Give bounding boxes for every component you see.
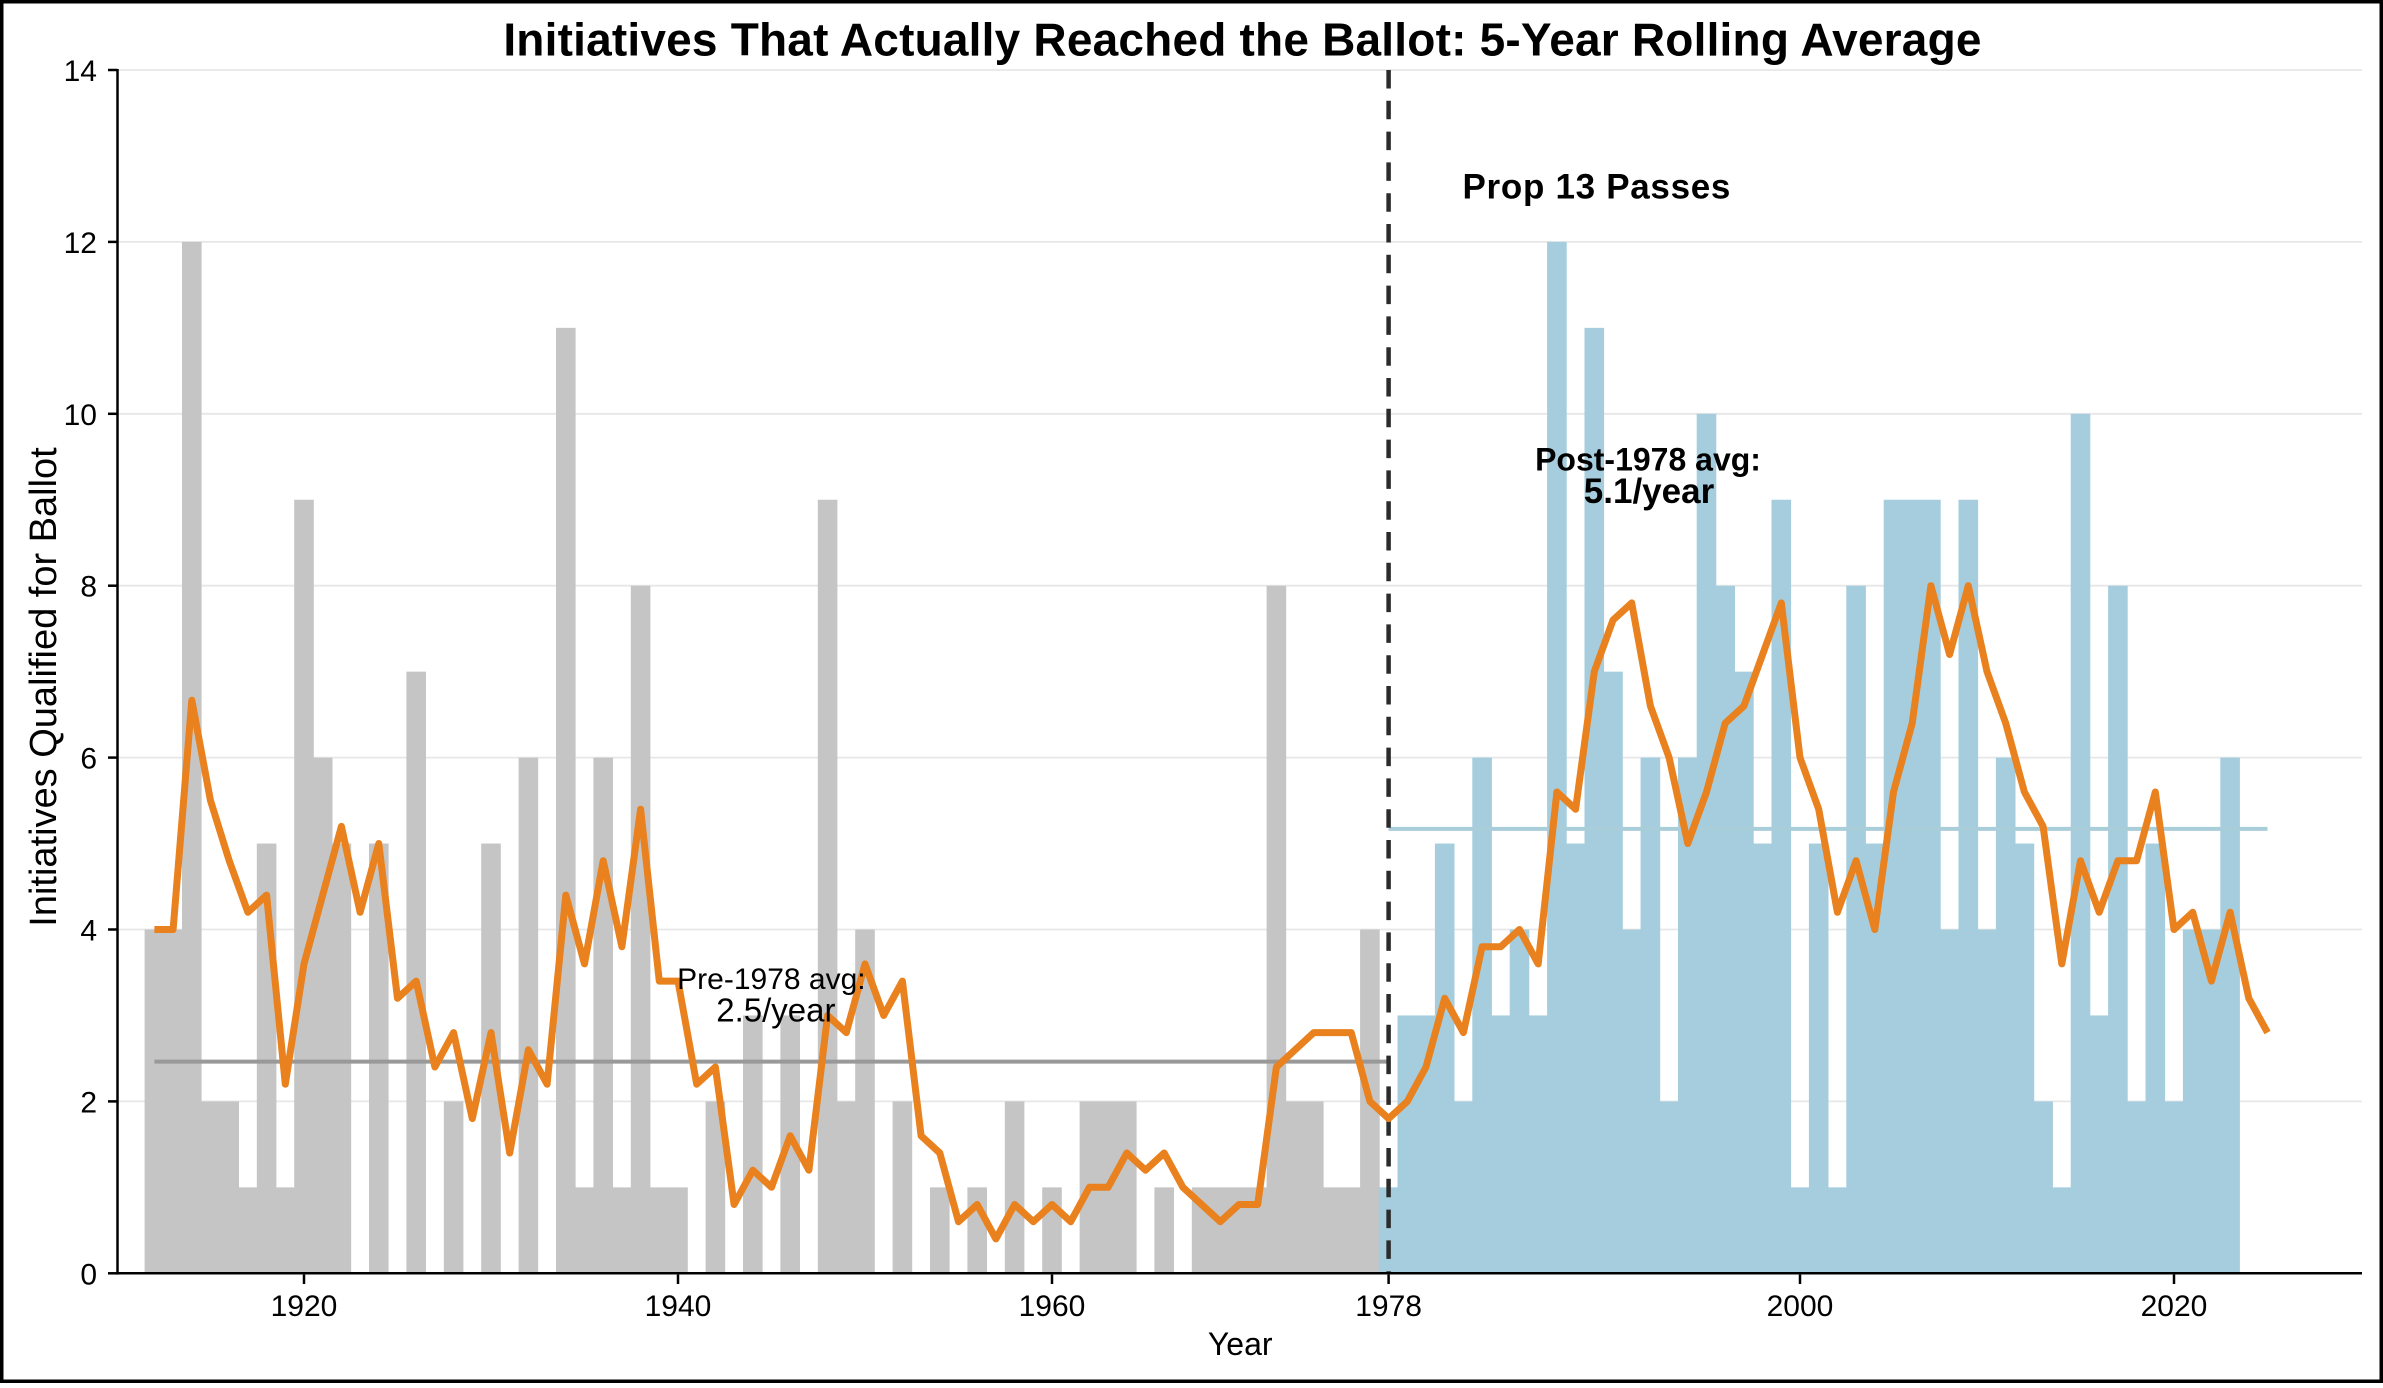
- svg-text:Post-1978 avg:: Post-1978 avg:: [1535, 441, 1761, 477]
- svg-text:14: 14: [64, 55, 97, 88]
- svg-text:2000: 2000: [1767, 1290, 1834, 1323]
- svg-text:Initiatives That Actually Reac: Initiatives That Actually Reached the Ba…: [503, 14, 1981, 66]
- svg-text:5.1/year: 5.1/year: [1584, 472, 1715, 511]
- svg-text:1920: 1920: [271, 1290, 338, 1323]
- svg-text:12: 12: [64, 227, 97, 260]
- svg-text:1960: 1960: [1019, 1290, 1086, 1323]
- svg-text:2: 2: [80, 1086, 97, 1119]
- svg-text:Initiatives Qualified for Ball: Initiatives Qualified for Ballot: [23, 447, 65, 927]
- svg-text:4: 4: [80, 915, 97, 948]
- svg-text:1940: 1940: [645, 1290, 712, 1323]
- svg-text:8: 8: [80, 571, 97, 604]
- svg-text:1978: 1978: [1355, 1290, 1422, 1323]
- svg-text:Prop 13 Passes: Prop 13 Passes: [1463, 168, 1732, 207]
- svg-text:6: 6: [80, 743, 97, 776]
- svg-text:10: 10: [64, 399, 97, 432]
- svg-text:Year: Year: [1208, 1326, 1273, 1362]
- svg-text:2020: 2020: [2141, 1290, 2208, 1323]
- svg-text:2.5/year: 2.5/year: [716, 991, 835, 1028]
- svg-text:0: 0: [80, 1258, 97, 1291]
- svg-text:Pre-1978 avg:: Pre-1978 avg:: [677, 963, 865, 996]
